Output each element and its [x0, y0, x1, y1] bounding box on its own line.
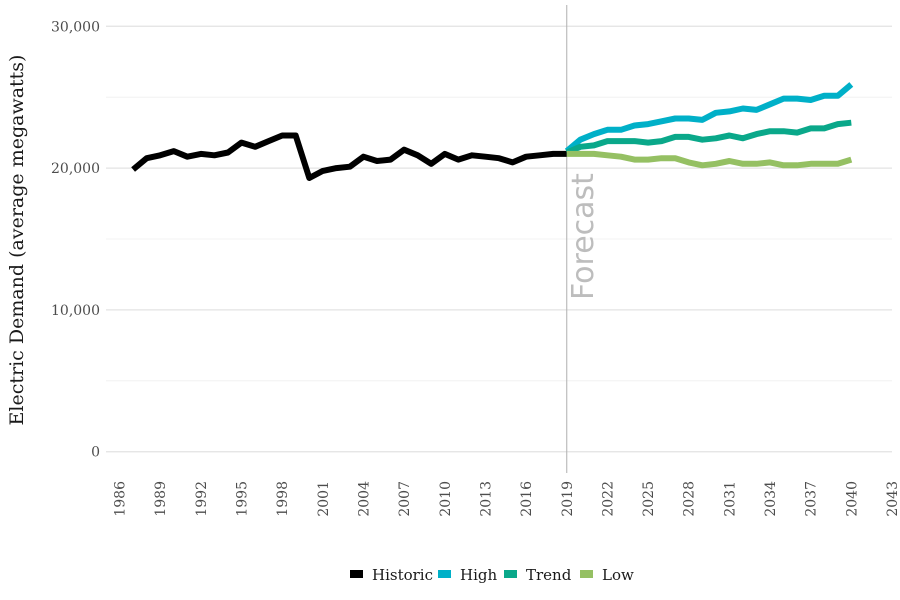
x-tick-label: 2037	[804, 481, 820, 517]
y-axis-label: Electric Demand (average megawatts)	[6, 55, 28, 426]
x-tick-label: 2043	[885, 481, 900, 517]
x-tick-label: 2001	[316, 481, 332, 517]
x-tick-label: 2010	[438, 481, 454, 517]
x-tick-label: 2025	[641, 481, 657, 517]
y-tick-label: 20,000	[51, 161, 100, 177]
x-tick-label: 2040	[844, 481, 860, 517]
x-tick-label: 2019	[560, 481, 576, 517]
x-tick-label: 2028	[682, 481, 698, 517]
legend-label-trend: Trend	[526, 566, 572, 584]
series-line-trend	[565, 119, 852, 156]
series-line-high	[564, 82, 854, 154]
x-tick-label: 2022	[600, 481, 616, 517]
legend-swatch-high	[438, 570, 451, 578]
forecast-label: Forecast	[566, 173, 601, 300]
legend-label-historic: Historic	[372, 566, 433, 584]
legend: Historic High Trend Low	[350, 566, 634, 584]
series-line-low	[566, 150, 853, 169]
x-tick-label: 2007	[397, 481, 413, 517]
y-axis-ticks: 0 10,000 20,000 30,000	[51, 19, 100, 460]
legend-swatch-low	[580, 570, 593, 578]
forecast-annotation: Forecast	[566, 5, 601, 473]
x-tick-label: 1995	[235, 481, 251, 517]
legend-swatch-trend	[504, 570, 517, 578]
x-tick-label: 2016	[519, 481, 535, 517]
series-line-historic	[131, 132, 567, 181]
x-tick-label: 2013	[478, 481, 494, 517]
y-tick-label: 10,000	[51, 303, 100, 319]
x-axis-ticks: 1986 1989 1992 1995 1998 2001 2004 2007 2010 2013…	[113, 481, 900, 517]
legend-label-high: High	[460, 566, 497, 584]
series-lines	[131, 82, 854, 181]
x-tick-label: 2031	[722, 481, 738, 517]
grid	[106, 25, 892, 453]
legend-swatch-historic	[350, 570, 363, 578]
x-tick-label: 1992	[194, 481, 210, 517]
x-tick-label: 2004	[356, 481, 372, 517]
x-tick-label: 1986	[113, 481, 129, 517]
x-tick-label: 1998	[275, 481, 291, 517]
y-tick-label: 0	[91, 445, 100, 461]
x-tick-label: 2034	[763, 481, 779, 517]
y-tick-label: 30,000	[51, 19, 100, 35]
x-tick-label: 1989	[153, 481, 169, 517]
legend-label-low: Low	[602, 566, 634, 584]
